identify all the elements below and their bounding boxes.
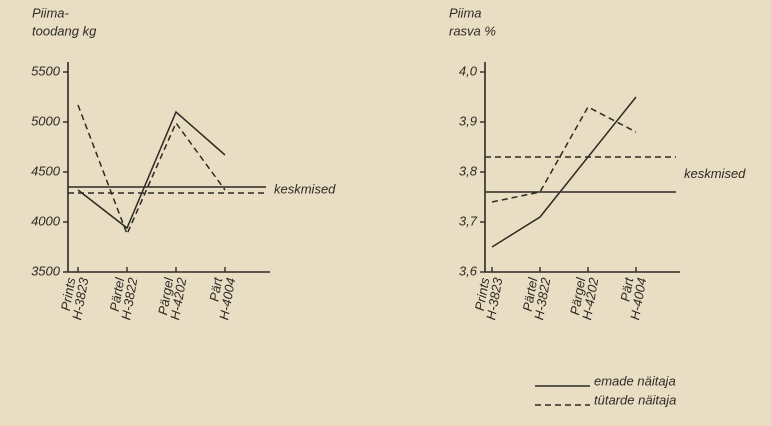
data-line (77, 104, 226, 236)
x-tick-label: Pärgel (567, 275, 588, 316)
y-tick-label: 3,9 (459, 113, 477, 128)
x-tick-label: Pärtel (520, 275, 541, 312)
data-line (491, 96, 637, 248)
x-tick-label: H-3823 (69, 276, 91, 321)
y-tick-label: 3,6 (459, 263, 478, 278)
y-axis-title: Piima- (32, 5, 70, 20)
x-tick-label: Pärgel (155, 275, 176, 316)
legend-label: tütarde näitaja (594, 392, 676, 407)
y-tick-label: 3,8 (459, 163, 478, 178)
x-tick-label: Prints (472, 276, 493, 312)
x-tick-label: H-4004 (216, 277, 238, 322)
y-tick-label: 4,0 (459, 63, 478, 78)
average-label: keskmised (684, 166, 746, 181)
x-tick-label: H-3822 (531, 276, 553, 321)
y-axis-title: toodang kg (32, 23, 97, 38)
x-tick-label: H-3823 (483, 276, 505, 321)
x-tick-label: H-4202 (167, 276, 189, 321)
legend-label: emade näitaja (594, 373, 676, 388)
data-line (77, 110, 226, 230)
x-tick-label: H-3822 (118, 276, 140, 321)
average-label: keskmised (274, 181, 336, 196)
x-tick-label: H-4202 (579, 276, 601, 321)
x-tick-label: Pärt (206, 275, 225, 302)
x-tick-label: Prints (58, 276, 79, 312)
y-tick-label: 4500 (31, 163, 61, 178)
y-tick-label: 5000 (31, 113, 61, 128)
y-tick-label: 5500 (31, 63, 61, 78)
y-tick-label: 3,7 (459, 213, 478, 228)
data-line (491, 105, 637, 203)
x-tick-label: Pärtel (107, 275, 128, 312)
y-tick-label: 3500 (31, 263, 61, 278)
y-tick-label: 4000 (31, 213, 61, 228)
x-tick-label: H-4004 (627, 277, 649, 322)
x-tick-label: Pärt (617, 275, 636, 302)
y-axis-title: rasva % (449, 23, 496, 38)
y-axis-title: Piima (449, 5, 482, 20)
